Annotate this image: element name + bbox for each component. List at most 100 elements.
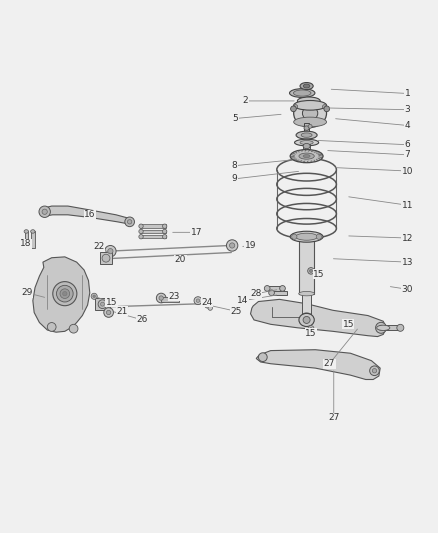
Ellipse shape (63, 292, 67, 296)
Ellipse shape (304, 126, 309, 130)
Ellipse shape (91, 293, 97, 300)
Ellipse shape (302, 313, 311, 317)
Ellipse shape (370, 366, 379, 376)
Bar (299, 237, 314, 294)
Ellipse shape (293, 101, 326, 110)
Text: 24: 24 (201, 298, 212, 307)
Text: 9: 9 (231, 174, 237, 183)
Ellipse shape (69, 324, 78, 333)
Ellipse shape (108, 248, 113, 254)
Ellipse shape (294, 104, 298, 109)
Ellipse shape (42, 209, 47, 214)
Text: 15: 15 (106, 298, 117, 307)
Ellipse shape (226, 240, 238, 251)
Text: 27: 27 (328, 413, 339, 422)
Text: 15: 15 (305, 328, 317, 337)
Text: 17: 17 (191, 228, 202, 237)
Text: 7: 7 (404, 150, 410, 159)
Ellipse shape (258, 353, 267, 361)
Text: 20: 20 (175, 255, 186, 264)
Bar (140, 224, 166, 228)
Ellipse shape (297, 97, 320, 105)
Text: 22: 22 (93, 243, 104, 251)
Bar (302, 293, 311, 314)
Text: 29: 29 (21, 288, 33, 297)
Ellipse shape (301, 133, 312, 138)
Text: 19: 19 (245, 241, 256, 250)
Ellipse shape (39, 206, 50, 217)
Bar (161, 297, 179, 302)
Ellipse shape (290, 88, 315, 98)
Polygon shape (256, 350, 380, 379)
Text: 28: 28 (251, 289, 262, 298)
Ellipse shape (102, 254, 110, 262)
Ellipse shape (279, 286, 285, 291)
Ellipse shape (230, 243, 235, 248)
Bar (100, 252, 112, 264)
Ellipse shape (309, 269, 312, 272)
Bar (271, 291, 287, 295)
Ellipse shape (60, 289, 70, 298)
Text: 15: 15 (343, 320, 354, 329)
Ellipse shape (293, 90, 311, 96)
Text: 1: 1 (404, 89, 410, 98)
Text: 6: 6 (404, 140, 410, 149)
Ellipse shape (31, 230, 35, 233)
Ellipse shape (53, 281, 77, 306)
Ellipse shape (156, 293, 166, 303)
Ellipse shape (139, 235, 143, 239)
Bar (266, 286, 284, 290)
Text: 10: 10 (402, 166, 413, 175)
Ellipse shape (300, 83, 313, 90)
Ellipse shape (296, 131, 317, 139)
Ellipse shape (299, 292, 314, 296)
Ellipse shape (290, 231, 323, 242)
Polygon shape (33, 257, 90, 332)
Ellipse shape (105, 246, 116, 257)
Ellipse shape (293, 117, 326, 127)
Ellipse shape (299, 235, 314, 239)
Ellipse shape (162, 224, 167, 229)
Text: 23: 23 (169, 292, 180, 301)
Ellipse shape (208, 306, 212, 310)
Ellipse shape (294, 139, 318, 146)
Ellipse shape (139, 224, 143, 229)
Ellipse shape (378, 325, 384, 330)
Ellipse shape (303, 143, 310, 149)
Ellipse shape (299, 153, 314, 159)
Ellipse shape (104, 308, 113, 317)
Ellipse shape (162, 229, 167, 233)
Ellipse shape (269, 290, 274, 296)
Ellipse shape (106, 310, 111, 314)
Ellipse shape (194, 297, 202, 304)
Ellipse shape (57, 285, 73, 302)
Ellipse shape (375, 322, 387, 333)
Text: 26: 26 (137, 316, 148, 325)
Ellipse shape (24, 230, 28, 233)
Ellipse shape (316, 234, 321, 239)
Ellipse shape (93, 295, 95, 297)
Ellipse shape (125, 217, 134, 227)
Text: 5: 5 (233, 114, 239, 123)
Ellipse shape (290, 150, 323, 163)
Ellipse shape (347, 319, 353, 326)
Bar (304, 123, 309, 133)
Text: 12: 12 (402, 233, 413, 243)
Bar (140, 230, 166, 233)
Ellipse shape (300, 141, 313, 144)
Text: 18: 18 (20, 239, 31, 248)
Ellipse shape (322, 104, 326, 109)
Ellipse shape (139, 229, 143, 233)
Bar (303, 142, 310, 149)
Ellipse shape (205, 302, 211, 308)
Ellipse shape (303, 317, 310, 324)
Ellipse shape (127, 220, 132, 224)
Text: 30: 30 (402, 285, 413, 294)
Ellipse shape (308, 124, 312, 128)
Ellipse shape (372, 368, 377, 373)
Text: 21: 21 (116, 306, 127, 316)
Ellipse shape (100, 302, 105, 306)
Ellipse shape (349, 321, 352, 324)
Ellipse shape (324, 106, 330, 112)
Text: 16: 16 (84, 211, 95, 219)
